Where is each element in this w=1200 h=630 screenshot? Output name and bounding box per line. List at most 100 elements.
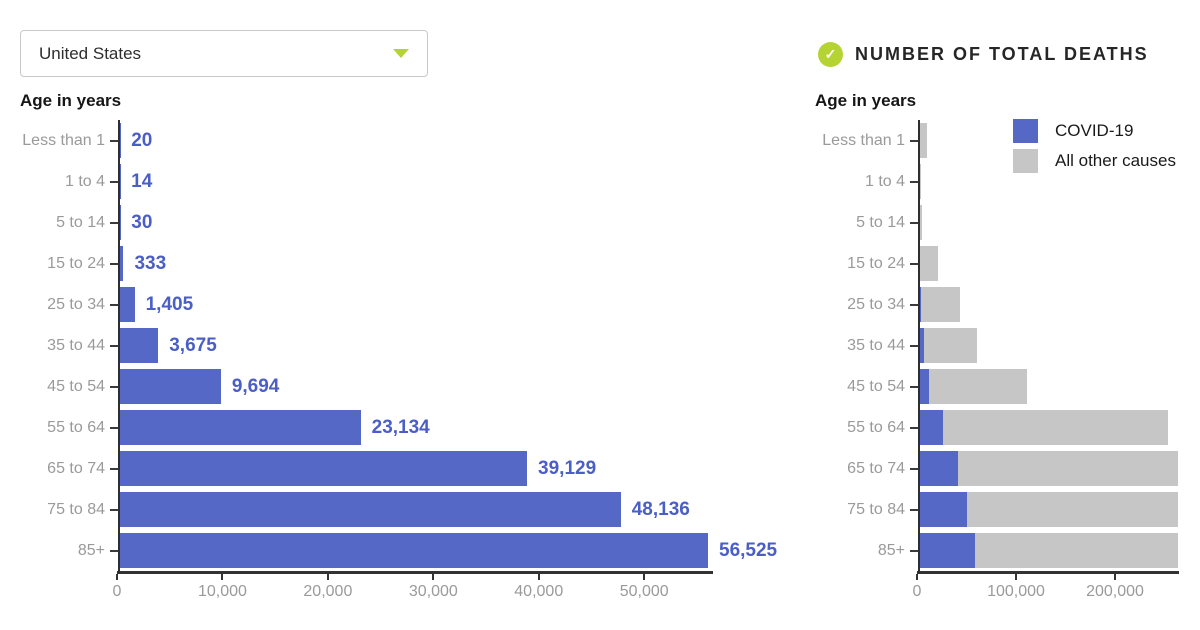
bar-track [920, 369, 1178, 404]
bar-track: 333 [120, 246, 708, 281]
bar-track [920, 451, 1178, 486]
bar-track: 23,134 [120, 410, 708, 445]
bar-row: 85+ [815, 530, 1200, 571]
x-tick-label: 0 [912, 583, 922, 600]
bar-segment-other[interactable] [920, 246, 938, 281]
category-label: Less than 1 [22, 131, 105, 149]
bar-track [920, 205, 1178, 240]
category-label: Less than 1 [822, 131, 905, 149]
x-tick-mark [116, 574, 118, 580]
category-label: 15 to 24 [847, 254, 905, 272]
bar-segment-other[interactable] [920, 164, 921, 199]
bar-value-label: 333 [134, 252, 167, 274]
category-label: 75 to 84 [847, 500, 905, 518]
category-label: 55 to 64 [47, 418, 105, 436]
y-tick-mark [910, 385, 918, 388]
x-axis-line: 0 100,000 200,000 [913, 571, 1179, 605]
bar-track [920, 287, 1178, 322]
category-label: 65 to 74 [847, 459, 905, 477]
x-tick-mark [326, 574, 329, 580]
bar-segment-covid[interactable] [920, 369, 930, 404]
bar-segment-other[interactable] [920, 123, 928, 158]
bar-covid[interactable] [120, 451, 528, 486]
country-select-value: United States [39, 43, 142, 63]
category-label: 85+ [877, 541, 905, 559]
y-tick-mark [110, 303, 118, 306]
y-tick-mark [910, 180, 918, 183]
bar-row: 55 to 64 23,134 [20, 407, 790, 448]
y-axis-line [918, 120, 920, 573]
category-label: 55 to 64 [847, 418, 905, 436]
bar-row: 45 to 54 [815, 366, 1200, 407]
category-label: 1 to 4 [64, 172, 105, 190]
bar-row: 55 to 64 [815, 407, 1200, 448]
bar-covid[interactable] [120, 287, 135, 322]
category-label: 5 to 14 [56, 213, 105, 231]
bar-segment-covid[interactable] [920, 410, 943, 445]
x-tick-label: 200,000 [1086, 583, 1144, 600]
bar-value-label: 20 [131, 129, 153, 151]
y-tick-mark [110, 139, 118, 142]
bar-track: 30 [120, 205, 708, 240]
category-label: 35 to 44 [847, 336, 905, 354]
category-label: 1 to 4 [864, 172, 905, 190]
bar-row: 75 to 84 48,136 [20, 489, 790, 530]
bar-row: 5 to 14 30 [20, 202, 790, 243]
bar-covid[interactable] [120, 410, 361, 445]
bar-segment-other[interactable] [921, 287, 961, 322]
bar-segment-other[interactable] [923, 328, 978, 363]
bar-segment-other[interactable] [966, 492, 1178, 527]
x-tick-mark [432, 574, 435, 580]
y-axis-line [118, 120, 120, 573]
bar-segment-other[interactable] [929, 369, 1027, 404]
x-tick-mark [1114, 574, 1117, 580]
left-yaxis-title: Age in years [20, 91, 122, 110]
country-select[interactable]: United States [20, 30, 428, 77]
bar-covid[interactable] [120, 369, 221, 404]
bar-track: 14 [120, 164, 708, 199]
bar-covid[interactable] [120, 492, 621, 527]
bar-row: 1 to 4 [815, 161, 1200, 202]
bar-value-label: 56,525 [719, 539, 778, 561]
covid-deaths-chart: Less than 1 20 1 to 4 14 5 to 14 30 15 to 24 33… [20, 120, 790, 605]
x-tick-mark [537, 574, 540, 580]
bar-segment-other[interactable] [942, 410, 1168, 445]
bar-covid[interactable] [120, 533, 708, 568]
right-yaxis-title: Age in years [815, 91, 917, 110]
bar-segment-other[interactable] [958, 451, 1178, 486]
bar-track: 48,136 [120, 492, 708, 527]
y-tick-mark [110, 467, 118, 470]
bar-track: 56,525 [120, 533, 777, 568]
bar-segment-covid[interactable] [920, 328, 924, 363]
bar-segment-covid[interactable] [920, 287, 922, 322]
y-tick-mark [910, 221, 918, 224]
category-label: 45 to 54 [847, 377, 905, 395]
y-tick-mark [910, 344, 918, 347]
bar-value-label: 39,129 [538, 457, 597, 479]
bar-track [920, 328, 1178, 363]
bar-track [920, 123, 1178, 158]
bar-track: 3,675 [120, 328, 708, 363]
bar-row: Less than 1 [815, 120, 1200, 161]
bar-segment-covid[interactable] [920, 533, 976, 568]
x-tick-mark [1015, 574, 1018, 580]
bar-covid[interactable] [120, 328, 159, 363]
category-label: 25 to 34 [847, 295, 905, 313]
bar-row: 65 to 74 [815, 448, 1200, 489]
y-tick-mark [910, 549, 918, 552]
bar-segment-other[interactable] [920, 205, 922, 240]
bar-row: Less than 1 20 [20, 120, 790, 161]
bar-segment-other[interactable] [975, 533, 1178, 568]
bar-row: 25 to 34 [815, 284, 1200, 325]
y-tick-mark [110, 549, 118, 552]
y-tick-mark [110, 426, 118, 429]
bar-segment-covid[interactable] [920, 492, 967, 527]
bar-segment-covid[interactable] [920, 451, 959, 486]
bar-row: 35 to 44 3,675 [20, 325, 790, 366]
x-tick-label: 30,000 [408, 583, 458, 600]
bar-value-label: 1,405 [145, 293, 194, 315]
y-tick-mark [110, 221, 118, 224]
y-tick-mark [910, 467, 918, 470]
x-tick-mark [916, 574, 918, 580]
bar-covid[interactable] [120, 246, 124, 281]
